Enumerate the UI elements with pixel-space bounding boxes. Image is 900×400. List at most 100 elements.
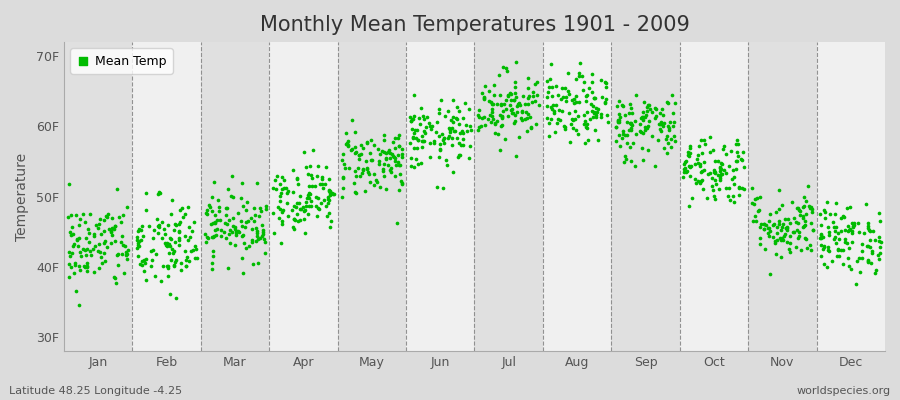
Point [490, 100, 504, 107]
Point [698, 159, 712, 165]
Point [302, 183, 316, 189]
Point [617, 112, 632, 118]
Point [804, 204, 818, 210]
Point [168, 257, 183, 264]
Point [801, 203, 815, 209]
Point [634, 114, 648, 121]
Point [208, 218, 222, 225]
Point [449, 115, 464, 121]
Point [667, 118, 681, 125]
Point [269, 186, 284, 193]
Point [845, 239, 859, 245]
Point [298, 230, 312, 236]
Point [559, 94, 573, 100]
Point [852, 228, 867, 235]
Point [587, 109, 601, 116]
Point [425, 122, 439, 129]
Point [508, 118, 523, 124]
Point [707, 170, 722, 176]
Point [705, 175, 719, 182]
Point [325, 190, 339, 196]
Point [693, 160, 707, 167]
Point [413, 105, 428, 112]
Point [612, 117, 626, 123]
Point [577, 79, 591, 86]
Point [656, 112, 670, 118]
Point [255, 232, 269, 239]
Point [640, 125, 654, 132]
Point [548, 102, 562, 108]
Point [815, 246, 830, 252]
Point [131, 243, 146, 249]
Point [72, 267, 86, 273]
Point [96, 240, 111, 247]
Point [181, 257, 195, 264]
Point [485, 106, 500, 112]
Point [679, 169, 693, 176]
Point [120, 251, 134, 257]
Point [868, 270, 883, 276]
Point [688, 176, 702, 182]
Point [833, 228, 848, 234]
Point [594, 113, 608, 120]
Point [355, 170, 369, 176]
Point [354, 173, 368, 179]
Point [472, 114, 487, 121]
Point [356, 144, 371, 151]
Point [639, 112, 653, 118]
Point [555, 94, 570, 100]
Point [645, 108, 660, 115]
Point [240, 217, 255, 224]
Point [712, 186, 726, 192]
Point [217, 229, 231, 235]
Point [757, 226, 771, 232]
Point [352, 156, 366, 162]
Point [851, 255, 866, 261]
Point [717, 143, 732, 150]
Point [431, 106, 446, 112]
Point [116, 212, 130, 218]
Point [404, 155, 419, 162]
Point [92, 265, 106, 271]
Point [577, 120, 591, 127]
Point [231, 210, 246, 216]
Point [104, 229, 118, 235]
Point [756, 225, 770, 232]
Point [205, 208, 220, 214]
Y-axis label: Temperature: Temperature [15, 152, 29, 241]
Point [634, 128, 648, 135]
Point [221, 231, 236, 238]
Point [554, 95, 569, 102]
Point [484, 119, 499, 126]
Point [694, 178, 708, 184]
Point [205, 234, 220, 241]
Point [493, 92, 508, 99]
Point [508, 112, 523, 118]
Point [707, 196, 722, 202]
Point [410, 137, 425, 143]
Point [406, 135, 420, 141]
Point [200, 206, 214, 213]
Point [709, 181, 724, 187]
Point [783, 232, 797, 239]
Point [412, 115, 427, 122]
Point [338, 165, 352, 171]
Point [304, 198, 319, 204]
Point [453, 130, 467, 136]
Point [863, 228, 878, 234]
Point [341, 143, 356, 150]
Point [591, 136, 606, 143]
Point [388, 135, 402, 142]
Point [222, 240, 237, 246]
Point [113, 219, 128, 226]
Point [80, 226, 94, 232]
Point [703, 134, 717, 140]
Point [615, 102, 629, 108]
Point [338, 130, 353, 136]
Point [71, 302, 86, 309]
Point [447, 127, 462, 134]
Point [500, 65, 514, 71]
Point [588, 95, 602, 102]
Point [169, 222, 184, 228]
Point [352, 152, 366, 159]
